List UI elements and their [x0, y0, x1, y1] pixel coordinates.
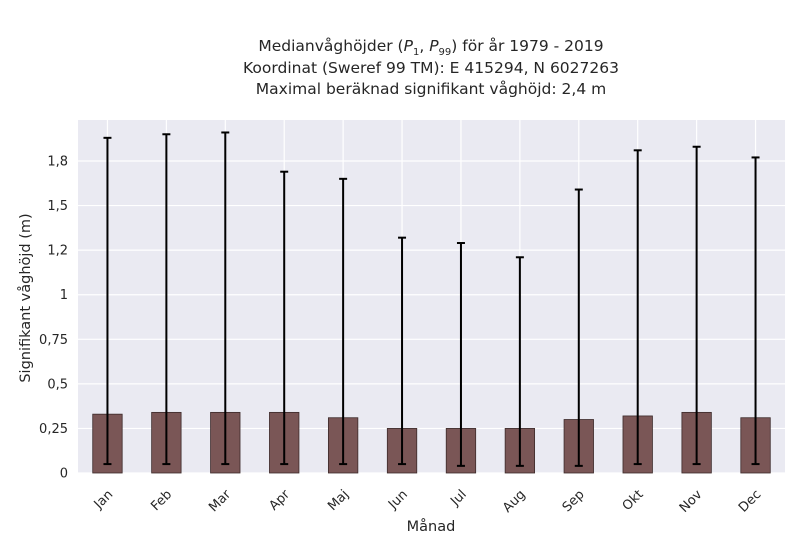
x-tick-label: Maj — [325, 487, 352, 514]
x-tick-label: Jan — [91, 487, 116, 512]
x-tick-label: Feb — [148, 487, 175, 514]
error-bar-aug — [515, 256, 524, 467]
x-tick-labels: Jan Feb Mar Apr Maj Jun Jul Aug Sep Okt Nov Dec — [91, 487, 765, 516]
error-bar-maj — [339, 177, 348, 466]
error-bar-mar — [221, 131, 230, 466]
chart-title: Medianvåghöjder (P1, P99) för år 1979 - … — [243, 37, 619, 98]
y-tick-label: 0 — [60, 467, 68, 482]
y-tick-label: 1,5 — [47, 199, 68, 214]
error-bar-nov — [692, 145, 701, 466]
title-line-1: Medianvåghöjder (P1, P99) för år 1979 - … — [258, 37, 603, 58]
y-tick-label: 0,75 — [39, 333, 68, 348]
error-bar-sep — [574, 188, 583, 467]
title-line-2: Koordinat (Sweref 99 TM): E 415294, N 60… — [243, 59, 619, 77]
x-tick-label: Jun — [385, 487, 411, 513]
error-bar-okt — [633, 149, 642, 466]
error-bar-jul — [456, 242, 465, 467]
title-line-3: Maximal beräknad signifikant våghöjd: 2,… — [256, 80, 606, 98]
y-tick-label: 1,2 — [47, 244, 68, 259]
x-axis-label: Månad — [407, 518, 456, 535]
error-bar-jun — [398, 236, 407, 466]
x-tick-label: Okt — [620, 487, 647, 514]
error-bar-jan — [103, 136, 112, 466]
x-tick-label: Dec — [736, 487, 764, 515]
error-bar-apr — [280, 170, 289, 466]
x-tick-label: Sep — [560, 487, 588, 515]
error-bars — [103, 131, 760, 467]
y-tick-label: 0,5 — [47, 377, 68, 392]
error-bar-feb — [162, 133, 171, 466]
y-tick-labels: 0 0,25 0,5 0,75 1 1,2 1,5 1,8 — [39, 155, 68, 482]
x-tick-label: Jul — [447, 487, 469, 509]
y-tick-label: 0,25 — [39, 422, 68, 437]
y-tick-label: 1 — [60, 288, 68, 303]
y-axis-label: Signifikant våghöjd (m) — [17, 213, 34, 382]
plot-area — [78, 120, 785, 473]
x-tick-label: Mar — [206, 487, 234, 515]
y-tick-label: 1,8 — [47, 155, 68, 170]
x-tick-label: Nov — [677, 487, 706, 516]
x-tick-label: Apr — [267, 487, 294, 514]
error-bar-dec — [751, 156, 760, 466]
x-tick-label: Aug — [500, 487, 529, 516]
